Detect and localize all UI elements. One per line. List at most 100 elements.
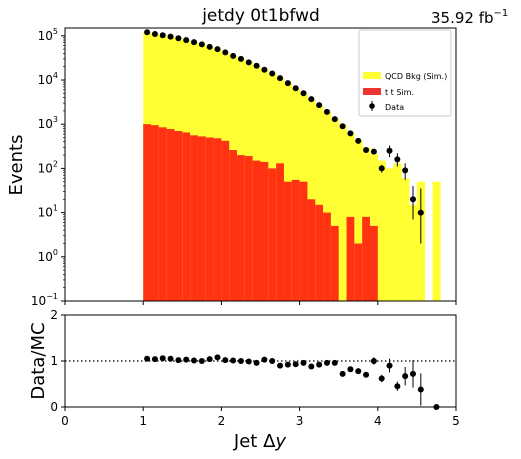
legend: QCD Bkg (Sim.) t t Sim. Data	[358, 29, 452, 117]
data-point	[363, 147, 370, 154]
ttbar-bar	[252, 160, 261, 301]
data-point	[237, 55, 244, 62]
data-point	[292, 85, 299, 92]
data-point	[261, 66, 268, 73]
x-axis-label-var: y	[274, 431, 286, 452]
ttbar-bar	[283, 181, 293, 301]
main-y-tick-label-exponent: 1	[53, 204, 58, 213]
qcd-bar	[315, 105, 324, 301]
qcd-bar	[393, 163, 402, 301]
data-point	[370, 148, 377, 155]
qcd-bar	[323, 111, 332, 301]
data-point	[214, 46, 221, 53]
ratio-point	[355, 368, 362, 375]
y-axis-label-ratio: Data/MC	[28, 322, 49, 399]
ratio-point	[370, 358, 377, 364]
ratio-point	[175, 357, 182, 364]
ttbar-bar	[158, 127, 167, 301]
ttbar-bar	[268, 168, 277, 301]
ttbar-bar	[315, 204, 324, 301]
data-point	[402, 167, 409, 174]
data-point	[339, 123, 346, 130]
luminosity-value: 35.92 fb	[431, 9, 494, 27]
ratio-point	[151, 356, 158, 363]
ratio-x-tick-label: 3	[296, 414, 304, 428]
ttbar-bar	[174, 131, 183, 301]
data-point	[409, 196, 416, 203]
ratio-point	[206, 356, 213, 363]
main-y-tick-label-exponent: 5	[53, 27, 58, 36]
ratio-point	[167, 355, 174, 362]
ttbar-bar	[229, 150, 238, 301]
ttbar-bar	[330, 225, 339, 301]
main-y-tick-label-exponent: 4	[53, 71, 58, 80]
ttbar-bar	[166, 128, 175, 301]
data-point	[347, 130, 354, 137]
main-y-tick-label-exponent: −1	[46, 292, 58, 301]
data-point	[308, 96, 315, 103]
data-point	[417, 209, 424, 216]
data-point	[198, 41, 205, 48]
ratio-x-tick-label: 2	[218, 414, 226, 428]
data-point	[284, 80, 291, 87]
data-point	[300, 90, 307, 97]
ttbar-bar	[205, 137, 214, 301]
data-point	[378, 165, 385, 172]
x-axis-label: Jet Δy	[233, 431, 286, 452]
ratio-point	[316, 361, 323, 368]
ttbar-bar	[354, 243, 363, 301]
ratio-point	[300, 359, 307, 366]
ttbar-bar	[182, 132, 191, 301]
ratio-point	[323, 359, 330, 366]
data-point	[277, 75, 284, 82]
qcd-bar	[330, 118, 339, 301]
ratio-point	[253, 359, 260, 366]
ratio-point	[277, 362, 284, 369]
ratio-point	[308, 363, 315, 370]
ttbar-bar	[346, 216, 355, 301]
main-y-tick-label-base: 10	[38, 117, 53, 131]
qcd-bar	[377, 160, 386, 301]
ratio-x-tick-label: 1	[139, 414, 147, 428]
ratio-point	[198, 358, 205, 364]
ttbar-bar	[143, 124, 152, 301]
qcd-bar	[354, 139, 363, 301]
main-y-tick-label-base: 10	[38, 73, 53, 87]
ttbar-bar	[260, 161, 269, 301]
ratio-x-tick-label: 4	[374, 414, 382, 428]
luminosity-exponent: −1	[494, 8, 509, 19]
main-y-tick-label-exponent: 2	[53, 159, 58, 168]
ratio-data-points	[144, 354, 440, 410]
ttbar-bar	[323, 212, 332, 301]
ratio-point	[214, 354, 221, 361]
main-plot-frame	[64, 27, 457, 302]
legend-label-qcd: QCD Bkg (Sim.)	[385, 72, 447, 81]
ratio-point	[237, 358, 244, 364]
qcd-bar	[385, 168, 394, 301]
ratio-point	[402, 373, 409, 380]
chart-title: jetdy 0t1bfwd	[201, 6, 320, 26]
data-point	[175, 35, 182, 42]
legend-swatch-qcd	[363, 72, 381, 79]
main-y-tick-label: 10−1	[31, 292, 58, 308]
ratio-point	[144, 355, 151, 362]
main-y-tick-label-base: 10	[38, 250, 53, 264]
main-bars	[143, 32, 441, 302]
legend-label-ttbar: t t Sim.	[385, 88, 414, 97]
data-point	[222, 49, 229, 56]
ratio-point	[245, 358, 252, 365]
ratio-point	[409, 370, 416, 377]
ratio-y-tick-label: 1	[50, 354, 58, 368]
ratio-point	[378, 375, 385, 382]
ratio-x-tick-label: 0	[61, 414, 69, 428]
ratio-point	[292, 361, 299, 368]
qcd-bar	[346, 132, 355, 301]
ratio-x-ticks: 0 1 2 3 4 5	[61, 407, 460, 428]
ratio-point	[159, 355, 166, 362]
ratio-point	[331, 359, 338, 366]
main-y-tick-label-exponent: 0	[53, 248, 58, 257]
data-point	[159, 32, 166, 39]
data-point	[245, 59, 252, 66]
ratio-x-tick-label: 5	[452, 414, 460, 428]
